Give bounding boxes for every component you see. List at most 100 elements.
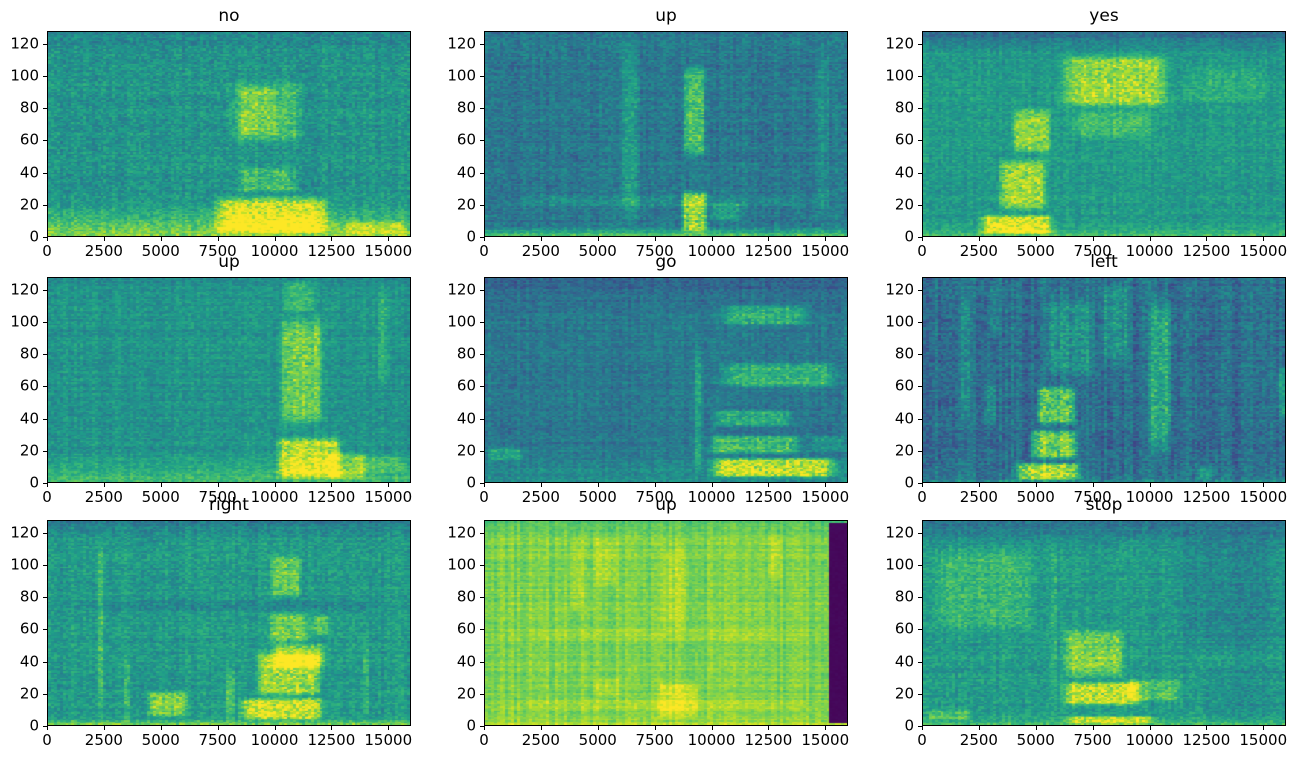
y-tick-mark — [918, 483, 922, 484]
subplot-up-1: up 0 2500 5000 7500 10000 12500 15000 0 20 40 60 80 1… — [447, 6, 849, 260]
x-tick-mark — [1149, 726, 1151, 730]
spectrogram-heatmap — [485, 278, 847, 482]
x-tick-label: 0 — [479, 731, 489, 749]
y-tick-label: 80 — [894, 587, 914, 606]
axes-spine — [484, 31, 848, 237]
x-tick-mark — [1206, 483, 1208, 487]
y-tick-mark — [43, 629, 47, 631]
y-tick-label: 60 — [19, 130, 39, 149]
y-tick-label: 40 — [894, 409, 914, 428]
axes-spine — [922, 520, 1286, 726]
x-tick-mark — [484, 726, 485, 730]
y-tick-label: 60 — [19, 376, 39, 395]
y-tick-mark — [480, 532, 484, 534]
x-tick-mark — [484, 237, 485, 241]
y-tick-label: 80 — [19, 344, 39, 363]
x-tick-mark — [768, 726, 770, 730]
y-tick-mark — [480, 418, 484, 420]
x-tick-label: 15000 — [801, 731, 850, 749]
x-tick-label: 0 — [42, 242, 52, 260]
x-tick-mark — [922, 726, 923, 730]
x-tick-mark — [47, 237, 48, 241]
x-tick-label: 0 — [479, 488, 489, 506]
y-tick-mark — [480, 629, 484, 631]
x-tick-mark — [1149, 483, 1151, 487]
y-tick-mark — [480, 108, 484, 110]
x-tick-label: 0 — [42, 488, 52, 506]
y-tick-mark — [918, 354, 922, 356]
x-tick-label: 5000 — [141, 242, 180, 260]
y-tick-label: 40 — [456, 652, 476, 671]
x-tick-label: 10000 — [250, 488, 299, 506]
y-tick-label: 80 — [894, 344, 914, 363]
y-tick-label: 100 — [10, 66, 39, 85]
y-tick-mark — [43, 450, 47, 452]
subplot-no-0: no 0 2500 5000 7500 10000 12500 15000 0 20 40 60 80 1… — [10, 6, 412, 260]
x-tick-label: 5000 — [578, 731, 617, 749]
spectrogram-heatmap — [48, 32, 410, 236]
x-tick-mark — [1206, 237, 1208, 241]
y-tick-mark — [918, 237, 922, 238]
plot-title: left — [1090, 252, 1118, 272]
x-tick-mark — [654, 483, 656, 487]
x-tick-mark — [597, 726, 599, 730]
plot-title: stop — [1085, 495, 1123, 515]
x-tick-label: 2500 — [84, 242, 123, 260]
x-tick-label: 0 — [479, 242, 489, 260]
y-tick-label: 60 — [894, 130, 914, 149]
x-tick-mark — [274, 237, 276, 241]
y-tick-mark — [43, 483, 47, 484]
y-tick-label: 80 — [19, 587, 39, 606]
y-tick-mark — [43, 204, 47, 206]
y-tick-mark — [43, 172, 47, 174]
x-tick-mark — [825, 726, 827, 730]
y-tick-mark — [480, 76, 484, 78]
x-tick-mark — [1035, 726, 1037, 730]
y-tick-label: 120 — [10, 34, 39, 53]
x-tick-mark — [331, 483, 333, 487]
x-tick-mark — [922, 237, 923, 241]
x-tick-label: 5000 — [578, 488, 617, 506]
y-tick-label: 120 — [10, 280, 39, 299]
x-tick-label: 12500 — [744, 731, 793, 749]
y-tick-label: 80 — [19, 98, 39, 117]
x-tick-label: 10000 — [687, 731, 736, 749]
y-tick-label: 0 — [904, 716, 914, 735]
y-tick-label: 100 — [885, 555, 914, 574]
y-tick-mark — [480, 565, 484, 567]
subplot-right-6: right 0 2500 5000 7500 10000 12500 15000 0 20 40 60… — [10, 495, 412, 749]
y-tick-label: 20 — [19, 684, 39, 703]
x-tick-mark — [47, 483, 48, 487]
x-tick-label: 15000 — [801, 242, 850, 260]
y-tick-label: 100 — [447, 66, 476, 85]
x-tick-label: 15000 — [364, 488, 413, 506]
y-tick-mark — [43, 386, 47, 388]
x-tick-label: 10000 — [687, 242, 736, 260]
x-tick-mark — [711, 237, 713, 241]
y-tick-label: 0 — [466, 716, 476, 735]
y-tick-mark — [918, 108, 922, 110]
x-tick-mark — [160, 726, 162, 730]
x-tick-mark — [922, 483, 923, 487]
y-tick-mark — [480, 450, 484, 452]
x-tick-label: 7500 — [1073, 488, 1112, 506]
y-tick-label: 20 — [894, 684, 914, 703]
x-tick-mark — [1092, 483, 1094, 487]
y-tick-label: 40 — [19, 652, 39, 671]
y-tick-label: 20 — [894, 441, 914, 460]
y-tick-mark — [918, 565, 922, 567]
y-tick-mark — [480, 204, 484, 206]
x-tick-label: 12500 — [744, 488, 793, 506]
spectrogram-heatmap — [48, 278, 410, 482]
x-tick-mark — [978, 483, 980, 487]
plot-title: up — [655, 6, 677, 26]
axes-spine — [922, 31, 1286, 237]
y-tick-mark — [43, 322, 47, 324]
x-tick-label: 10000 — [1125, 488, 1174, 506]
y-tick-label: 0 — [29, 473, 39, 492]
x-tick-label: 10000 — [250, 242, 299, 260]
y-tick-mark — [918, 43, 922, 45]
y-tick-mark — [918, 204, 922, 206]
x-tick-label: 15000 — [1239, 488, 1288, 506]
